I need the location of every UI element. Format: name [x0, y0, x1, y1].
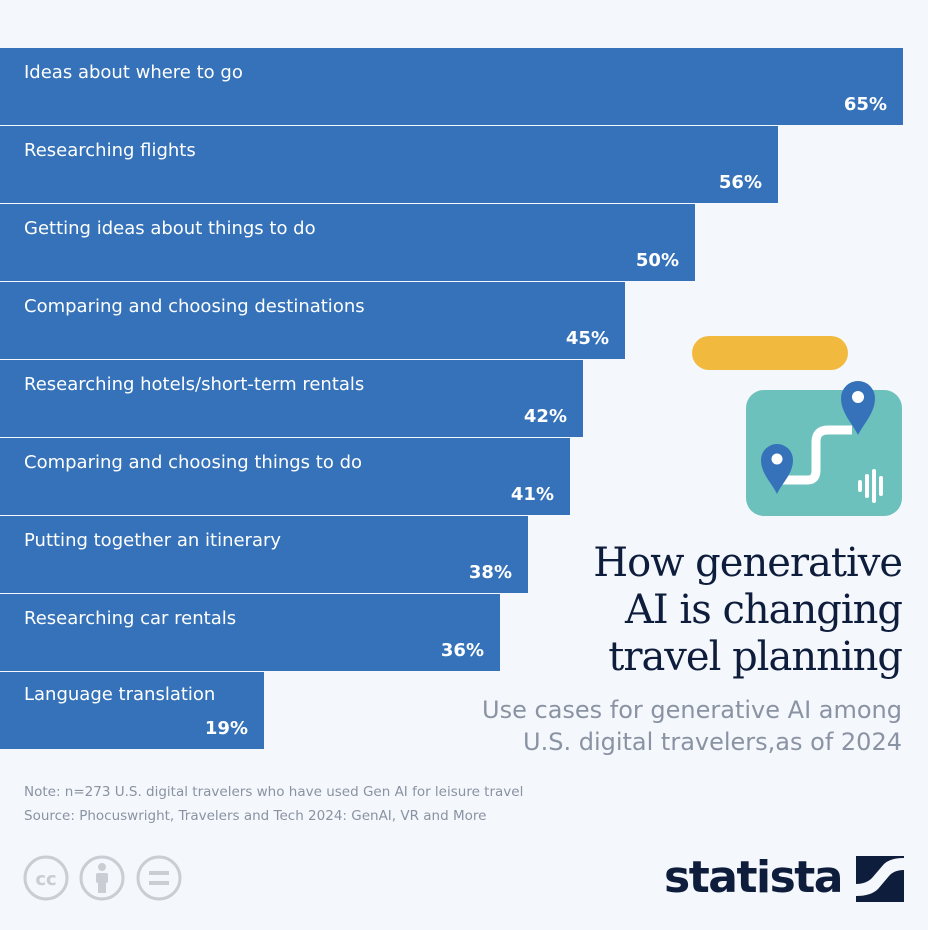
- no-derivatives-icon[interactable]: [136, 855, 182, 901]
- bar-value-label: 41%: [510, 484, 554, 505]
- title-line: How generative: [593, 540, 903, 586]
- subtitle-line: U.S. digital travelers,as of 2024: [523, 728, 902, 756]
- bar-label: Getting ideas about things to do: [24, 218, 316, 239]
- bar: Researching flights 56%: [0, 126, 778, 204]
- bar-value-label: 45%: [565, 328, 609, 349]
- bar-chart: Ideas about where to go 65% Researching fl…: [0, 48, 928, 750]
- bar: Ideas about where to go 65%: [0, 48, 903, 126]
- bar: Getting ideas about things to do 50%: [0, 204, 695, 282]
- route-line: [778, 425, 852, 485]
- chart-subtitle: Use cases for generative AI among U.S. d…: [442, 694, 902, 758]
- bar-value-label: 36%: [440, 640, 484, 661]
- bar-value-label: 56%: [718, 172, 762, 193]
- bar-label: Researching hotels/short-term rentals: [24, 374, 365, 395]
- bar-label: Ideas about where to go: [24, 62, 243, 83]
- bar-label: Language translation: [24, 684, 216, 705]
- bar-label: Putting together an itinerary: [24, 530, 282, 551]
- title-line: AI is changing: [625, 587, 903, 633]
- creative-commons-icon[interactable]: cc: [23, 855, 69, 901]
- bar-label: Researching car rentals: [24, 608, 237, 629]
- bar-value-label: 42%: [523, 406, 567, 427]
- statista-logo[interactable]: statista: [664, 852, 904, 904]
- bar-label: Researching flights: [24, 140, 196, 161]
- location-pin-icon: [841, 381, 875, 435]
- svg-text:cc: cc: [35, 869, 56, 890]
- location-pin-icon: [761, 444, 793, 494]
- bar-value-label: 65%: [843, 94, 887, 115]
- bar-value-label: 38%: [468, 562, 512, 583]
- attribution-icon[interactable]: [79, 855, 125, 901]
- bar: Researching car rentals 36%: [0, 594, 500, 672]
- title-line: travel planning: [608, 634, 903, 680]
- bar: Putting together an itinerary 38%: [0, 516, 528, 594]
- speech-bubble-icon: [692, 336, 848, 370]
- chart-note: Note: n=273 U.S. digital travelers who h…: [24, 784, 524, 800]
- bar: Comparing and choosing destinations 45%: [0, 282, 625, 360]
- bar: Comparing and choosing things to do 41%: [0, 438, 570, 516]
- statista-mark-icon: [856, 856, 904, 902]
- license-icons[interactable]: cc: [22, 854, 184, 902]
- subtitle-line: Use cases for generative AI among: [482, 696, 902, 724]
- bar-label: Comparing and choosing destinations: [24, 296, 365, 317]
- bar-value-label: 50%: [635, 250, 679, 271]
- chart-title: How generative AI is changing travel pla…: [572, 540, 903, 681]
- bar: Language translation 19%: [0, 672, 264, 750]
- soundwave-icon: [858, 469, 883, 503]
- bar-value-label: 19%: [204, 718, 248, 739]
- bar: Researching hotels/short-term rentals 42%: [0, 360, 583, 438]
- travel-map-illustration: [692, 336, 902, 516]
- chart-source[interactable]: Source: Phocuswright, Travelers and Tech…: [24, 808, 487, 824]
- brand-name: statista: [664, 852, 843, 903]
- bar-label: Comparing and choosing things to do: [24, 452, 363, 473]
